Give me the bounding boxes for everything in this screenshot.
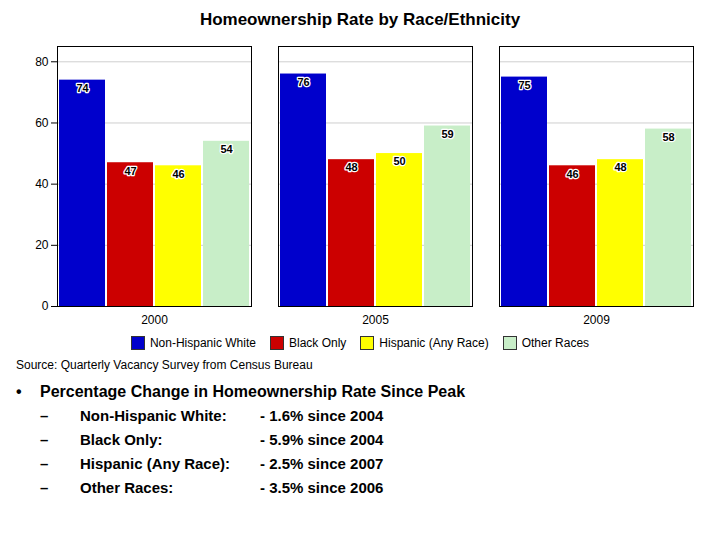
html-text:Black Only:: Black Only: — [80, 431, 163, 448]
svg-text:48: 48 — [614, 161, 626, 173]
html-text:Non-Hispanic White: Non-Hispanic White — [149, 336, 256, 350]
html-text:Percentage Change in Homeowner: Percentage Change in Homeownership Rate … — [40, 383, 465, 400]
html-text:- 1.6% since 2004: - 1.6% since 2004 — [260, 407, 384, 424]
html-text:Source: Quarterly Vacancy Surv: Source: Quarterly Vacancy Survey from Ce… — [16, 358, 313, 372]
svg-text:40: 40 — [35, 177, 49, 191]
html-text:Non-Hispanic White:: Non-Hispanic White: — [80, 407, 227, 424]
svg-text:46: 46 — [172, 168, 184, 180]
svg-text:74: 74 — [76, 82, 89, 94]
svg-text:47: 47 — [124, 165, 136, 177]
svg-text:2009: 2009 — [583, 313, 610, 327]
html-text:Hispanic (Any Race): Hispanic (Any Race) — [379, 336, 489, 350]
html-text:Other Races: Other Races — [521, 336, 590, 350]
html-text:Hispanic (Any Race):: Hispanic (Any Race): — [80, 455, 230, 472]
svg-text:80: 80 — [35, 55, 49, 69]
svg-text:2000: 2000 — [141, 313, 168, 327]
html-text:- 2.5% since 2007: - 2.5% since 2007 — [260, 455, 384, 472]
html-text:- 5.9% since 2004: - 5.9% since 2004 — [260, 431, 384, 448]
svg-text:46: 46 — [566, 168, 578, 180]
html-text:- 3.5% since 2006: - 3.5% since 2006 — [260, 479, 384, 496]
svg-text:54: 54 — [220, 143, 233, 155]
svg-text:48: 48 — [345, 161, 357, 173]
svg-text:60: 60 — [35, 116, 49, 130]
html-text:Other Races:: Other Races: — [80, 479, 174, 496]
svg-text:20: 20 — [35, 238, 49, 252]
svg-text:76: 76 — [297, 76, 309, 88]
html-text:Black Only: Black Only — [289, 336, 347, 350]
svg-text:58: 58 — [662, 131, 674, 143]
svg-text:50: 50 — [393, 155, 405, 167]
svg-text:75: 75 — [518, 79, 530, 91]
html-text:Homeownership Rate by Race/Eth: Homeownership Rate by Race/Ethnicity — [199, 10, 521, 29]
svg-text:59: 59 — [441, 128, 453, 140]
svg-text:2005: 2005 — [362, 313, 389, 327]
svg-text:0: 0 — [42, 299, 49, 313]
